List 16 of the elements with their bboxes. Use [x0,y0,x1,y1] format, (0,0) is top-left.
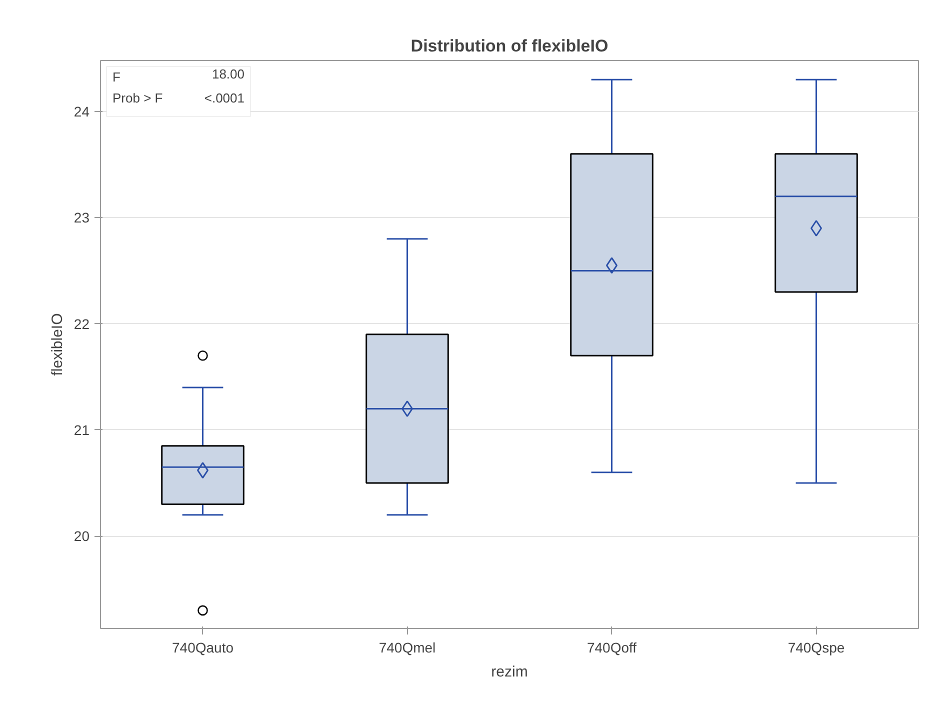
x-tick-label: 740Qmel [378,640,436,656]
chart-title: Distribution of flexibleIO [410,36,608,56]
x-tick-label: 740Qoff [586,640,637,656]
annotation: 18.00 [212,66,245,82]
annotation: <.0001 [204,90,244,106]
y-tick-label: 23 [74,210,90,226]
annotation: F [112,70,120,84]
y-tick-label: 21 [74,422,90,438]
y-tick-label: 22 [74,316,90,332]
y-axis-title: flexibleIO [48,313,66,376]
x-tick-label: 740Qspe [788,640,845,656]
y-tick-label: 20 [74,528,90,544]
annotation: Prob > F [112,90,163,106]
x-axis-title: rezim [491,664,528,680]
y-tick-label: 24 [74,103,90,120]
x-tick-label: 740Qauto [172,640,234,656]
